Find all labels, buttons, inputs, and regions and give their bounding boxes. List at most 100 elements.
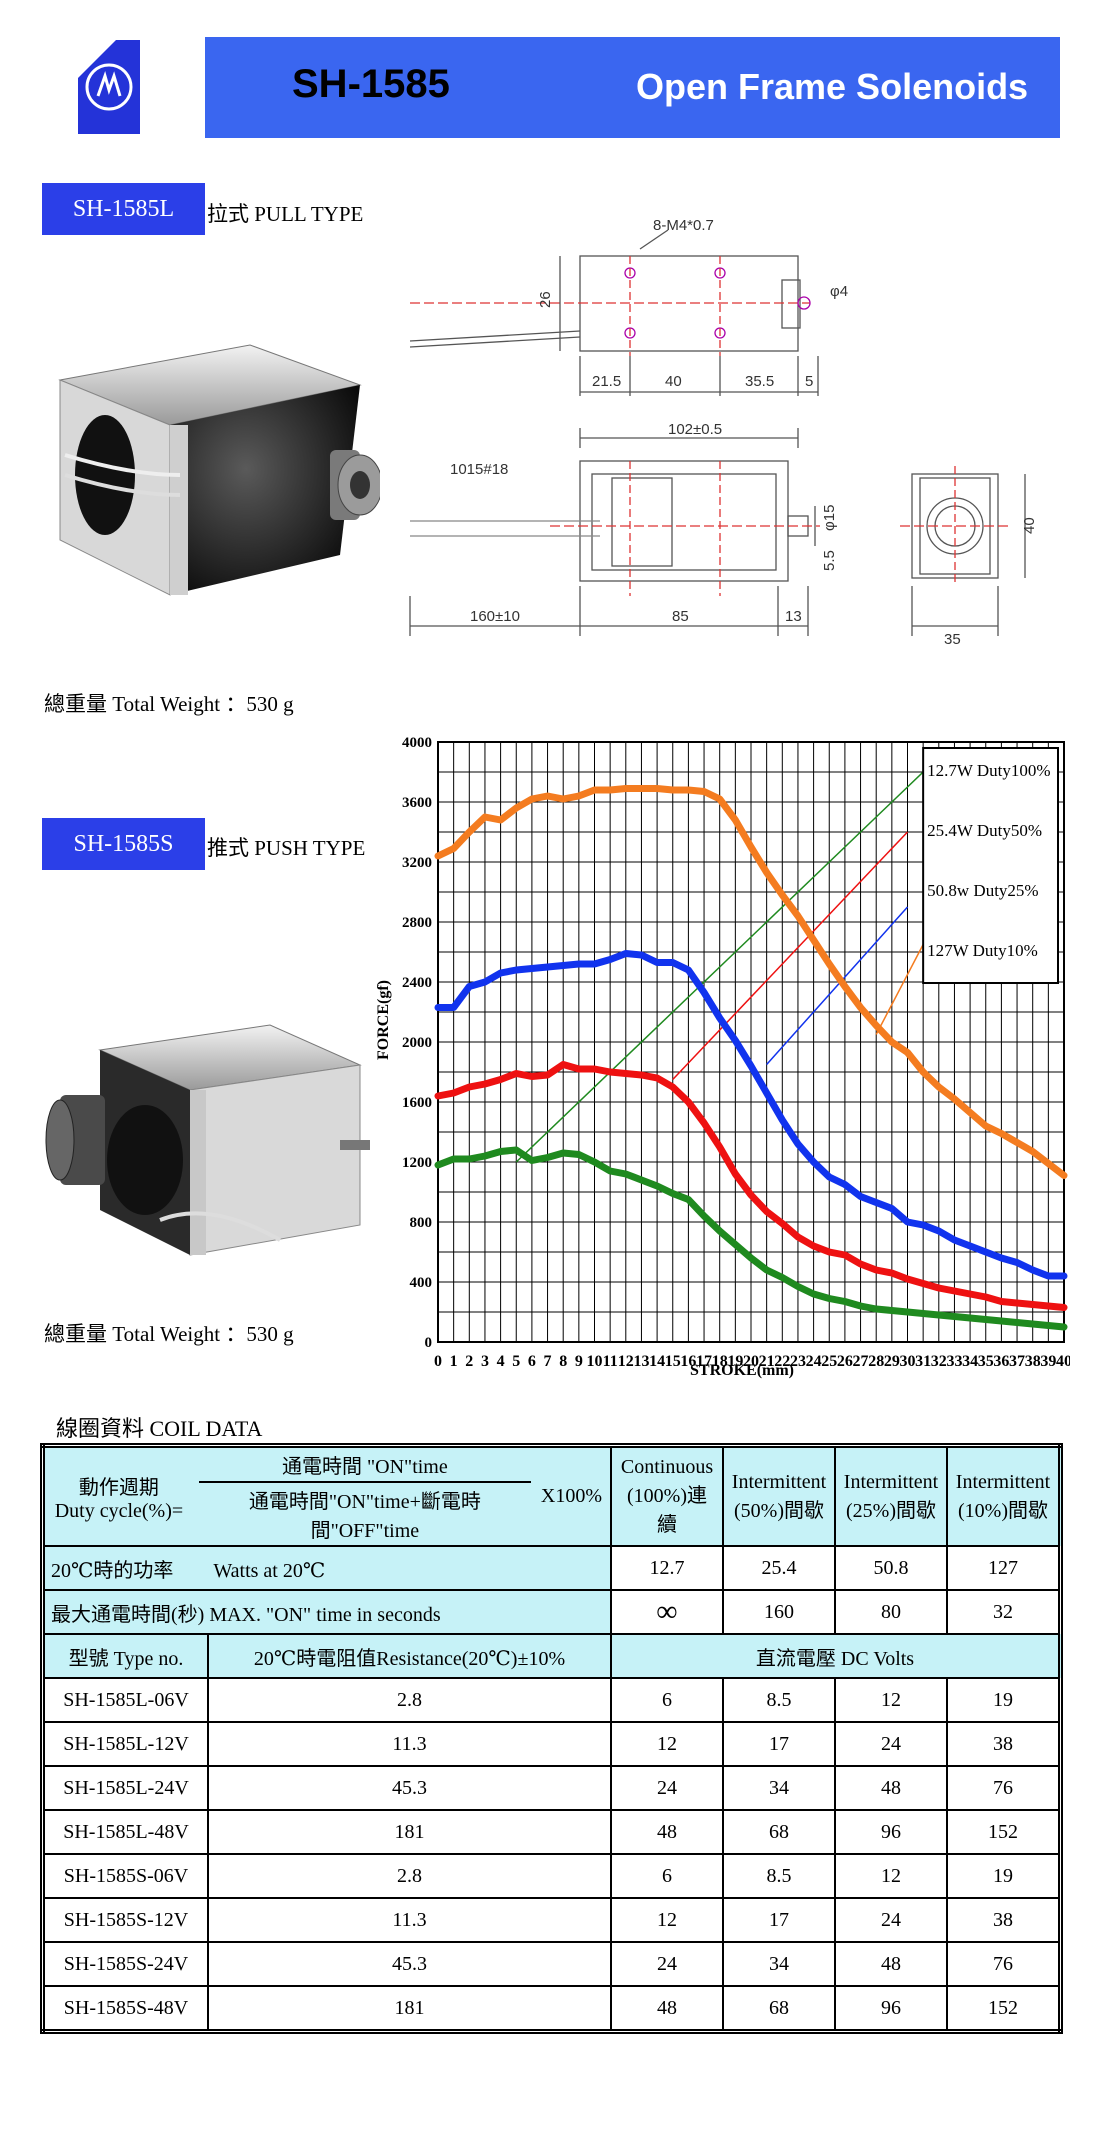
x-tick-label: 26	[837, 1353, 853, 1370]
legend-entry-1: 25.4W Duty50%	[927, 821, 1042, 840]
cell-volt: 19	[946, 1677, 1062, 1723]
push-type-desc: 推式 PUSH TYPE	[207, 836, 366, 860]
dim-21-5: 21.5	[592, 373, 621, 390]
dim-35-5: 35.5	[745, 373, 774, 390]
dimension-drawing: 8-M4*0.7 26 φ4 21.5 40 35.5 5 102±0.5 10…	[409, 217, 1038, 648]
x-tick-label: 36	[993, 1353, 1009, 1370]
x-tick-label: 6	[528, 1353, 536, 1370]
push-type-tag: SH-1585S	[42, 818, 205, 870]
y-tick-label: 2800	[402, 915, 432, 931]
col-intermittent-50: Intermittent (50%)間歇	[722, 1444, 836, 1547]
col-continuous-line2: (100%)連續	[627, 1485, 707, 1536]
x-tick-label: 14	[649, 1353, 665, 1370]
x-tick-label: 21	[759, 1353, 775, 1370]
duty-cycle-formula-cell: 動作週期 Duty cycle(%)= 通電時間 "ON"time 通電時間"O…	[41, 1444, 612, 1547]
cell-volt: 152	[946, 1985, 1062, 2033]
cell-type: SH-1585S-12V	[41, 1897, 209, 1943]
chart-y-axis-label: FORCE(gf)	[375, 980, 392, 1060]
duty-indicator-line	[515, 756, 940, 1163]
cell-volt: 24	[834, 1721, 948, 1767]
table-row: SH-1585S-48V 181 48 68 96 152	[41, 1985, 1062, 2033]
x-tick-label: 9	[575, 1353, 583, 1370]
push-weight: 總重量 Total Weight ：530 g	[44, 1322, 294, 1346]
coil-data-caption: 線圈資料 COIL DATA	[56, 1416, 263, 1441]
col-25-line2: (25%)間歇	[846, 1499, 936, 1522]
cell-volt: 34	[722, 1941, 836, 1987]
y-tick-label: 1600	[402, 1095, 432, 1111]
cell-volt: 68	[722, 1985, 836, 2033]
cell-volt: 17	[722, 1721, 836, 1767]
duty-fraction-numerator: 通電時間 "ON"time	[198, 1448, 531, 1483]
col-continuous-line1: Continuous	[620, 1456, 714, 1478]
duty-label-en: Duty cycle(%)=	[54, 1499, 184, 1522]
cell-volt: 76	[946, 1941, 1062, 1987]
col-continuous: Continuous (100%)連續	[610, 1444, 724, 1547]
cell-volt: 6	[610, 1853, 724, 1899]
legend-entry-3: 127W Duty10%	[927, 941, 1038, 960]
cell-res: 45.3	[207, 1765, 612, 1811]
cell-volt: 68	[722, 1809, 836, 1855]
cell-volt: 76	[946, 1765, 1062, 1811]
x-tick-label: 4	[497, 1353, 505, 1370]
y-tick-label: 2400	[402, 975, 432, 991]
legend-entry-0: 12.7W Duty100%	[927, 761, 1050, 780]
x-tick-label: 31	[915, 1353, 931, 1370]
watts-10: 127	[946, 1545, 1062, 1591]
cell-volt: 152	[946, 1809, 1062, 1855]
duty-label-zh: 動作週期	[78, 1476, 159, 1499]
cell-type: SH-1585S-24V	[41, 1941, 209, 1987]
table-row: SH-1585L-12V 11.3 12 17 24 38	[41, 1721, 1062, 1767]
x-tick-label: 32	[931, 1353, 947, 1370]
chart-x-axis-label: STROKE(mm)	[690, 1362, 794, 1379]
cell-volt: 24	[610, 1765, 724, 1811]
watts-label: 20℃時的功率 Watts at 20℃	[41, 1545, 612, 1591]
dim-phi15: φ15	[821, 505, 838, 531]
cell-type: SH-1585L-06V	[41, 1677, 209, 1723]
dim-phi4: φ4	[830, 283, 848, 300]
table-row: SH-1585L-06V 2.8 6 8.5 12 19	[41, 1677, 1062, 1723]
series-line-0	[434, 1146, 1068, 1331]
cell-res: 181	[207, 1809, 612, 1855]
cell-volt: 38	[946, 1897, 1062, 1943]
cell-res: 11.3	[207, 1721, 612, 1767]
cell-volt: 96	[834, 1809, 948, 1855]
x-tick-label: 30	[900, 1353, 916, 1370]
company-logo	[78, 40, 140, 134]
col-10-line1: Intermittent	[955, 1470, 1051, 1493]
max-on-100: ∞	[610, 1589, 724, 1635]
x-tick-label: 10	[587, 1353, 603, 1370]
max-on-50: 160	[722, 1589, 836, 1635]
x-tick-label: 37	[1009, 1353, 1025, 1370]
x-tick-label: 38	[1025, 1353, 1041, 1370]
x-tick-label: 20	[743, 1353, 759, 1370]
cell-volt: 12	[610, 1897, 724, 1943]
pull-solenoid-photo	[58, 344, 380, 596]
x-tick-label: 0	[434, 1353, 442, 1370]
x-tick-label: 8	[559, 1353, 567, 1370]
cell-type: SH-1585L-24V	[41, 1765, 209, 1811]
dim-26: 26	[537, 291, 554, 308]
title-banner	[205, 37, 1060, 138]
x-tick-label: 25	[821, 1353, 837, 1370]
cell-volt: 48	[610, 1809, 724, 1855]
x-tick-label: 13	[633, 1353, 649, 1370]
y-tick-label: 4000	[402, 735, 432, 751]
col-intermittent-25: Intermittent (25%)間歇	[834, 1444, 948, 1547]
x-tick-label: 29	[884, 1353, 900, 1370]
force-stroke-chart: 0 1 2 3 4 5 6 7 8 9 10 11 12 13 14 15 16 17 18 19 20 21 22 23 24…	[375, 735, 1070, 1379]
dim-5: 5	[805, 373, 813, 390]
hole-spec-label: 8-M4*0.7	[653, 217, 714, 234]
model-title: SH-1585	[292, 62, 450, 106]
x-tick-label: 17	[696, 1353, 712, 1370]
series-line-1	[434, 1061, 1068, 1311]
x-tick-label: 23	[790, 1353, 806, 1370]
chart-legend	[922, 747, 1060, 984]
duty-fraction: 通電時間 "ON"time 通電時間"ON"time+斷電時間"OFF"time	[198, 1448, 531, 1545]
col-25-line1: Intermittent	[843, 1470, 939, 1493]
watts-100: 12.7	[610, 1545, 724, 1591]
push-solenoid-photo	[45, 1024, 370, 1256]
series-title: Open Frame Solenoids	[636, 66, 1029, 107]
table-row: SH-1585S-24V 45.3 24 34 48 76	[41, 1941, 1062, 1987]
x-tick-label: 11	[603, 1353, 618, 1370]
duty-fraction-denominator: 通電時間"ON"time+斷電時間"OFF"time	[248, 1491, 481, 1542]
